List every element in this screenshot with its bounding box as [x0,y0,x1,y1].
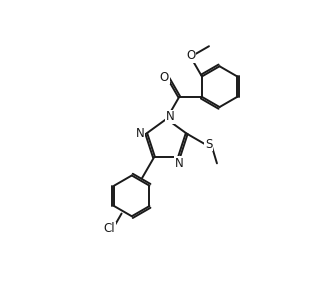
Text: N: N [166,110,175,124]
Text: Cl: Cl [104,222,115,235]
Text: N: N [136,126,145,140]
Text: O: O [160,71,169,84]
Text: N: N [175,157,183,170]
Text: S: S [205,138,212,151]
Text: O: O [186,49,195,62]
